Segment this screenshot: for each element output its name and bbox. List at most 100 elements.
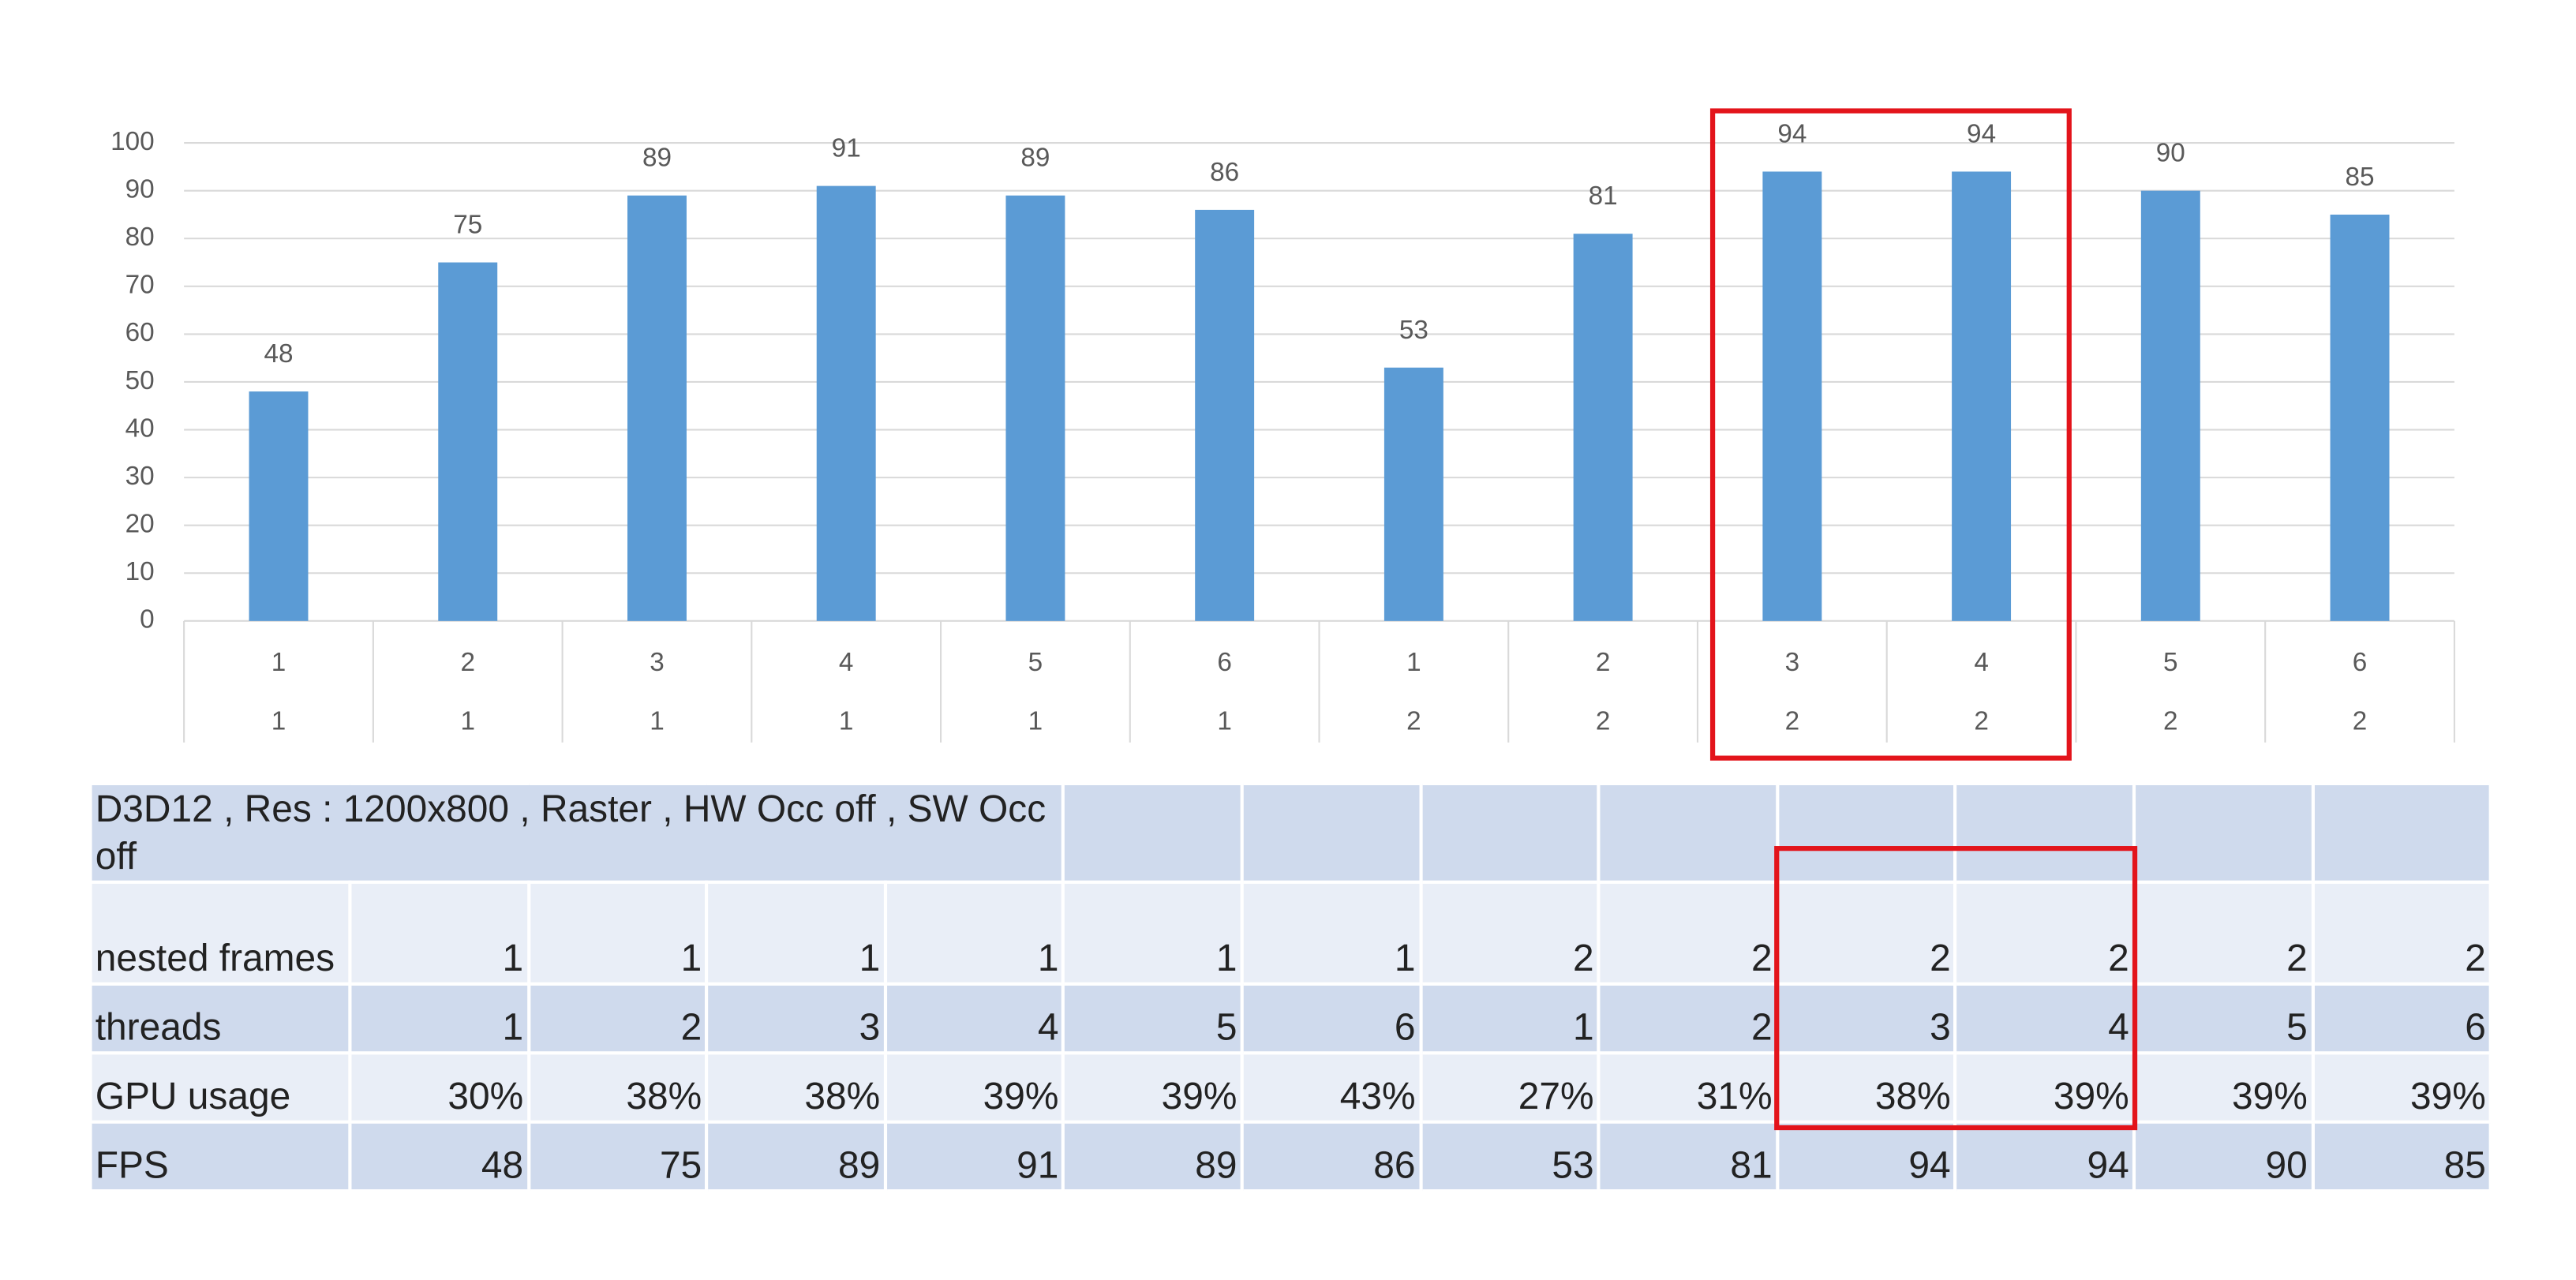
y-tick-label: 20	[125, 509, 155, 538]
table-cell: 2	[1597, 982, 1779, 1055]
table-cell: 2	[526, 982, 709, 1055]
y-tick-label: 100	[110, 127, 155, 156]
x-tick-label: 1	[650, 707, 665, 736]
empty-cell	[1953, 781, 2136, 884]
table-cell: 94	[1775, 1120, 1958, 1193]
x-tick-label: 3	[650, 648, 665, 677]
row-label: nested frames	[88, 880, 352, 986]
value-label: 75	[453, 211, 482, 240]
table-row: nested frames 1 1 1 1 1 1 2 2 2 2 2 2	[88, 880, 2493, 986]
table-cell: 89	[705, 1120, 887, 1193]
table-cell: 2	[1597, 880, 1779, 986]
bar	[1383, 367, 1443, 621]
empty-cell	[1061, 781, 1244, 884]
table-cell: 1	[705, 880, 887, 986]
table-cell: 1	[1418, 982, 1601, 1055]
table-cell: 39%	[883, 1051, 1065, 1124]
bar	[1573, 234, 1633, 621]
x-tick-label: 1	[1217, 707, 1232, 736]
x-tick-label: 2	[2353, 707, 2368, 736]
table-cell: 38%	[1775, 1051, 1958, 1124]
table-cell: 31%	[1597, 1051, 1779, 1124]
y-tick-label: 90	[125, 174, 155, 204]
table-cell: 27%	[1418, 1051, 1601, 1124]
table-cell: 5	[1061, 982, 1244, 1055]
chart: 0102030405060708090100481175218931914189…	[110, 119, 2455, 743]
y-tick-label: 80	[125, 223, 155, 252]
empty-cell	[1240, 781, 1422, 884]
bar	[1195, 209, 1255, 621]
x-tick-label: 4	[1974, 648, 1989, 677]
table-cell: 39%	[1061, 1051, 1244, 1124]
table-cell: 30%	[348, 1051, 530, 1124]
bar	[816, 185, 876, 621]
value-label: 86	[1210, 158, 1239, 187]
table-cell: 86	[1240, 1120, 1422, 1193]
table-cell: 2	[2132, 880, 2315, 986]
x-tick-label: 1	[271, 648, 286, 677]
table-cell: 3	[705, 982, 887, 1055]
table-cell: 1	[1061, 880, 1244, 986]
table-cell: 81	[1597, 1120, 1779, 1193]
x-tick-label: 1	[460, 707, 475, 736]
table-cell: 3	[1775, 982, 1958, 1055]
x-tick-label: 2	[1596, 648, 1611, 677]
value-label: 48	[264, 339, 293, 369]
x-tick-label: 6	[1217, 648, 1232, 677]
bar	[2140, 190, 2200, 621]
table-row: GPU usage 30% 38% 38% 39% 39% 43% 27% 31% 38% 39% 3…	[88, 1051, 2493, 1124]
value-label: 53	[1399, 316, 1428, 345]
table-cell: 5	[2132, 982, 2315, 1055]
y-tick-label: 30	[125, 462, 155, 491]
table-cell: 6	[1240, 982, 1422, 1055]
empty-cell	[1418, 781, 1601, 884]
table-cell: 53	[1418, 1120, 1601, 1193]
x-tick-label: 1	[1028, 707, 1043, 736]
x-tick-label: 3	[1785, 648, 1800, 677]
x-tick-label: 1	[271, 707, 286, 736]
value-label: 90	[2156, 139, 2185, 168]
bar	[1005, 195, 1065, 621]
x-tick-label: 2	[460, 648, 475, 677]
y-tick-label: 50	[125, 366, 155, 395]
table-cell: 85	[2310, 1120, 2493, 1193]
x-tick-label: 4	[839, 648, 854, 677]
table-cell: 43%	[1240, 1051, 1422, 1124]
value-label: 94	[1777, 119, 1807, 148]
table-cell: 2	[1953, 880, 2136, 986]
table-cell: 39%	[2310, 1051, 2493, 1124]
empty-cell	[2310, 781, 2493, 884]
table-row: FPS 48 75 89 91 89 86 53 81 94 94 90 85	[88, 1120, 2493, 1193]
table-cell: 94	[1953, 1120, 2136, 1193]
row-label: GPU usage	[88, 1051, 352, 1124]
table-cell: 38%	[526, 1051, 709, 1124]
table-cell: 1	[348, 880, 530, 986]
table-cell: 75	[526, 1120, 709, 1193]
empty-cell	[1775, 781, 1958, 884]
value-label: 81	[1589, 182, 1618, 211]
y-tick-label: 0	[140, 605, 155, 634]
x-tick-label: 5	[2163, 648, 2178, 677]
x-tick-label: 2	[1406, 707, 1421, 736]
table-cell: 39%	[1953, 1051, 2136, 1124]
value-label: 94	[1967, 119, 1996, 148]
table-cell: 4	[1953, 982, 2136, 1055]
table-cell: 1	[1240, 880, 1422, 986]
table-cell: 48	[348, 1120, 530, 1193]
empty-cell	[1597, 781, 1779, 884]
x-tick-label: 6	[2353, 648, 2368, 677]
table-cell: 6	[2310, 982, 2493, 1055]
table-title: D3D12 , Res : 1200x800 , Raster , HW Occ…	[88, 781, 1065, 884]
x-tick-label: 5	[1028, 648, 1043, 677]
table-cell: 2	[2310, 880, 2493, 986]
y-tick-label: 40	[125, 414, 155, 443]
table-cell: 91	[883, 1120, 1065, 1193]
y-tick-label: 10	[125, 557, 155, 586]
empty-cell	[2132, 781, 2315, 884]
data-table: D3D12 , Res : 1200x800 , Raster , HW Occ…	[88, 781, 2493, 1193]
x-tick-label: 1	[839, 707, 854, 736]
value-label: 85	[2346, 163, 2375, 192]
x-tick-label: 2	[1596, 707, 1611, 736]
